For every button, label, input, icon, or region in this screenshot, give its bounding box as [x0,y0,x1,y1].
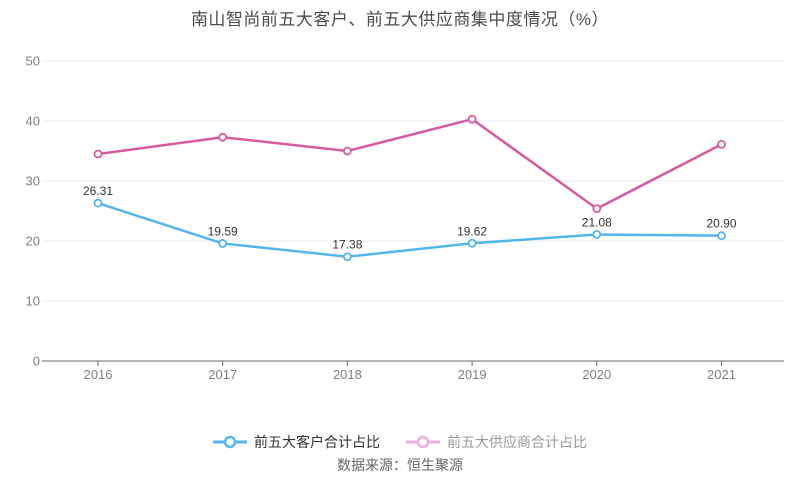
concentration-line-chart: 0 10 20 30 40 50 2016 2017 2018 2019 2020 2021 26.31… [26,54,784,382]
legend-item-top5-suppliers[interactable]: 前五大供应商合计占比 [406,432,587,452]
svg-text:10: 10 [26,294,40,309]
legend-item-top5-customers[interactable]: 前五大客户合计占比 [213,432,380,452]
legend-label-top5-suppliers: 前五大供应商合计占比 [447,434,587,450]
svg-text:40: 40 [26,114,40,129]
chart-legend: 前五大客户合计占比 前五大供应商合计占比 [0,431,800,453]
svg-text:19.62: 19.62 [457,224,487,238]
svg-text:17.38: 17.38 [332,238,362,252]
svg-text:19.59: 19.59 [208,224,238,238]
svg-text:21.08: 21.08 [582,216,612,230]
svg-text:0: 0 [33,354,40,369]
legend-label-top5-customers: 前五大客户合计占比 [254,434,380,450]
data-source-note: 数据来源：恒生聚源 [337,457,463,473]
chart-title: 南山智尚前五大客户、前五大供应商集中度情况（%） [190,10,610,29]
svg-text:50: 50 [26,54,40,69]
svg-text:30: 30 [26,174,40,189]
svg-text:2019: 2019 [458,367,487,382]
svg-text:20: 20 [26,234,40,249]
line-marker-icon [406,435,440,449]
svg-text:2021: 2021 [707,367,736,382]
svg-text:2018: 2018 [333,367,362,382]
svg-text:2017: 2017 [208,367,237,382]
svg-text:20.90: 20.90 [706,217,736,231]
svg-text:2020: 2020 [582,367,611,382]
line-marker-icon [213,435,247,449]
svg-text:26.31: 26.31 [83,184,113,198]
svg-text:2016: 2016 [84,367,113,382]
